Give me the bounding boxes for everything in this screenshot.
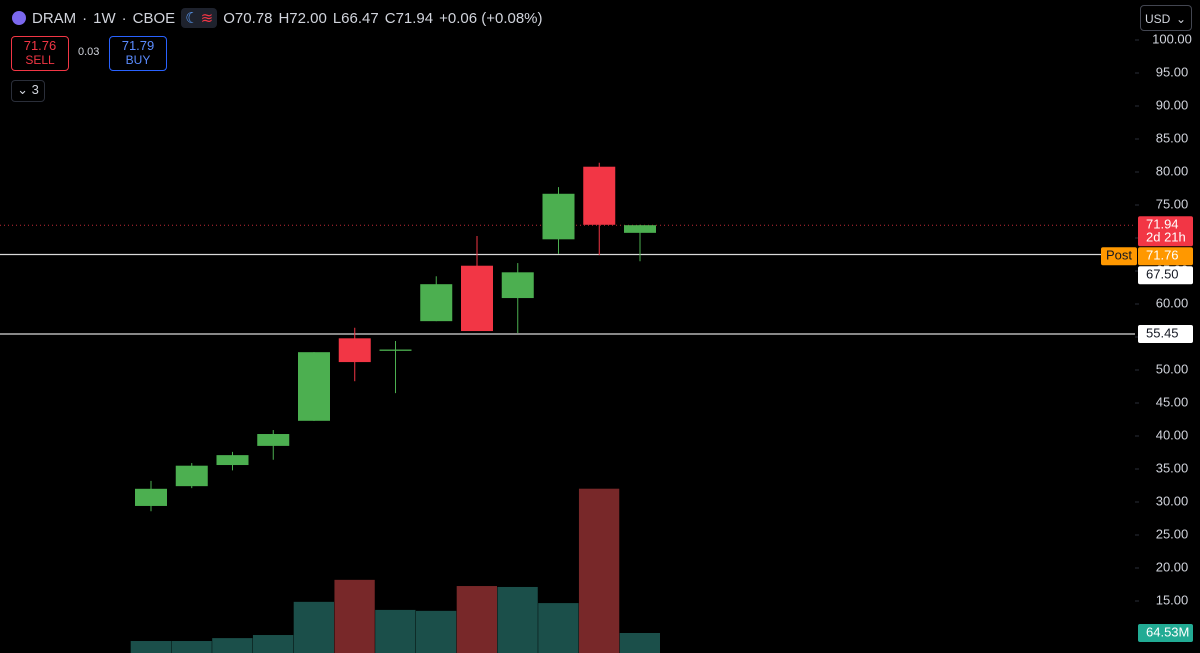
candle-body [379, 349, 412, 351]
volume-bar [415, 610, 457, 653]
ohlc-item: H72.00 [278, 10, 326, 27]
candle-body [583, 166, 616, 225]
volume-bar [293, 601, 334, 653]
candle-body [257, 434, 290, 446]
volume-bar [334, 579, 375, 653]
volume-badge-bg [1138, 623, 1193, 642]
candle-body [298, 352, 330, 421]
badge-bg [1138, 216, 1193, 247]
y-tick-label: 45.00 [1156, 394, 1189, 409]
legend: DRAM · 1W · CBOE ☾ ≋ O70.78 H72.00 L66.47 C71.… [12, 8, 543, 28]
symbol-icon [12, 11, 26, 25]
indicators-toggle[interactable]: ⌄ 3 [11, 80, 45, 102]
volume-bar [497, 586, 538, 653]
y-tick-label: 40.00 [1156, 427, 1189, 442]
y-tick-label: 15.00 [1156, 592, 1189, 607]
sep: · [121, 9, 127, 27]
sell-button[interactable]: 71.76 SELL [11, 36, 69, 71]
volume-bar [538, 603, 579, 653]
badge-sublabel: 2d 21h [1146, 230, 1186, 245]
interval[interactable]: 1W [93, 9, 116, 27]
sell-price: 71.76 [23, 38, 57, 53]
y-tick-label: 80.00 [1156, 163, 1189, 178]
volume-badge: 64.53M [1146, 624, 1189, 639]
spread: 0.03 [78, 46, 100, 58]
candle-body [175, 465, 208, 487]
y-tick-label: 75.00 [1156, 196, 1189, 211]
change: +0.06 (+0.08%) [439, 9, 543, 27]
y-tick-label: 90.00 [1156, 97, 1189, 112]
indicators-count: 3 [31, 82, 39, 97]
ohlc-text: 71.94 [395, 9, 434, 27]
volume-bar [578, 488, 620, 653]
y-tick-label: 25.00 [1156, 526, 1189, 541]
badge-label: 71.94 [1146, 217, 1179, 232]
y-tick-label: 50.00 [1156, 361, 1189, 376]
badge-bg [1138, 247, 1193, 266]
volume-bar [375, 609, 416, 653]
candle-body [338, 338, 371, 363]
volume-bar [130, 641, 171, 653]
y-tick-label: 30.00 [1156, 493, 1189, 508]
candle-body [624, 225, 656, 233]
y-tick-label: 20.00 [1156, 559, 1189, 574]
currency: USD [1145, 12, 1171, 26]
badge-bg [1138, 266, 1193, 285]
y-tick-label: 60.00 [1156, 295, 1189, 310]
badge-label: 71.76 [1146, 248, 1179, 263]
price-badge: 71.76 Post [1101, 247, 1193, 266]
candle-body [216, 455, 249, 466]
volume-bar [456, 586, 497, 653]
volume-bar [252, 635, 294, 653]
volume-bar [212, 638, 253, 653]
buy-label: BUY [125, 53, 151, 67]
buy-button[interactable]: 71.79 BUY [109, 36, 167, 71]
buy-price: 71.79 [121, 38, 155, 53]
ohlc-item: O70.78 [223, 10, 272, 27]
ohlc-text: 70.78 [234, 9, 273, 27]
badge-label: 67.50 [1146, 267, 1179, 282]
status-icons[interactable]: ☾ ≋ [181, 8, 218, 28]
sep: · [82, 9, 88, 27]
ohlc-key: O [223, 9, 235, 27]
badge-tag: Post [1106, 248, 1132, 263]
volume-bar [619, 632, 660, 653]
y-tick-label: 95.00 [1156, 64, 1189, 79]
ohlc-item: C71.94 [385, 10, 433, 27]
sell-label: SELL [25, 53, 55, 67]
badge-tag-bg [1101, 247, 1137, 266]
badge-bg [1138, 325, 1193, 344]
y-tick-label: 85.00 [1156, 130, 1189, 145]
badge-label: 55.45 [1146, 325, 1179, 340]
ohlc: O70.78 H72.00 L66.47 C71.94 [223, 10, 433, 27]
candle-body [461, 265, 493, 332]
ohlc-text: 66.47 [341, 9, 379, 27]
candle-body [542, 193, 575, 240]
volume-bar [171, 641, 212, 653]
ohlc-key: L [332, 9, 342, 27]
candle-body [420, 284, 453, 322]
y-tick-label: 100.00 [1152, 31, 1192, 46]
ohlc-text: 72.00 [289, 9, 327, 27]
symbol[interactable]: DRAM [32, 9, 77, 27]
price-badge: 55.45 [1138, 325, 1193, 344]
y-tick-label: 35.00 [1156, 460, 1189, 475]
ohlc-key: C [384, 9, 396, 27]
candle-body [501, 272, 534, 299]
exchange: CBOE [132, 9, 176, 27]
candle-body [135, 488, 167, 506]
currency-select[interactable]: USD ⌄ [1140, 5, 1192, 31]
ohlc-item: L66.47 [333, 10, 379, 27]
price-badge: 67.50 [1138, 266, 1193, 285]
ohlc-key: H [278, 9, 290, 27]
